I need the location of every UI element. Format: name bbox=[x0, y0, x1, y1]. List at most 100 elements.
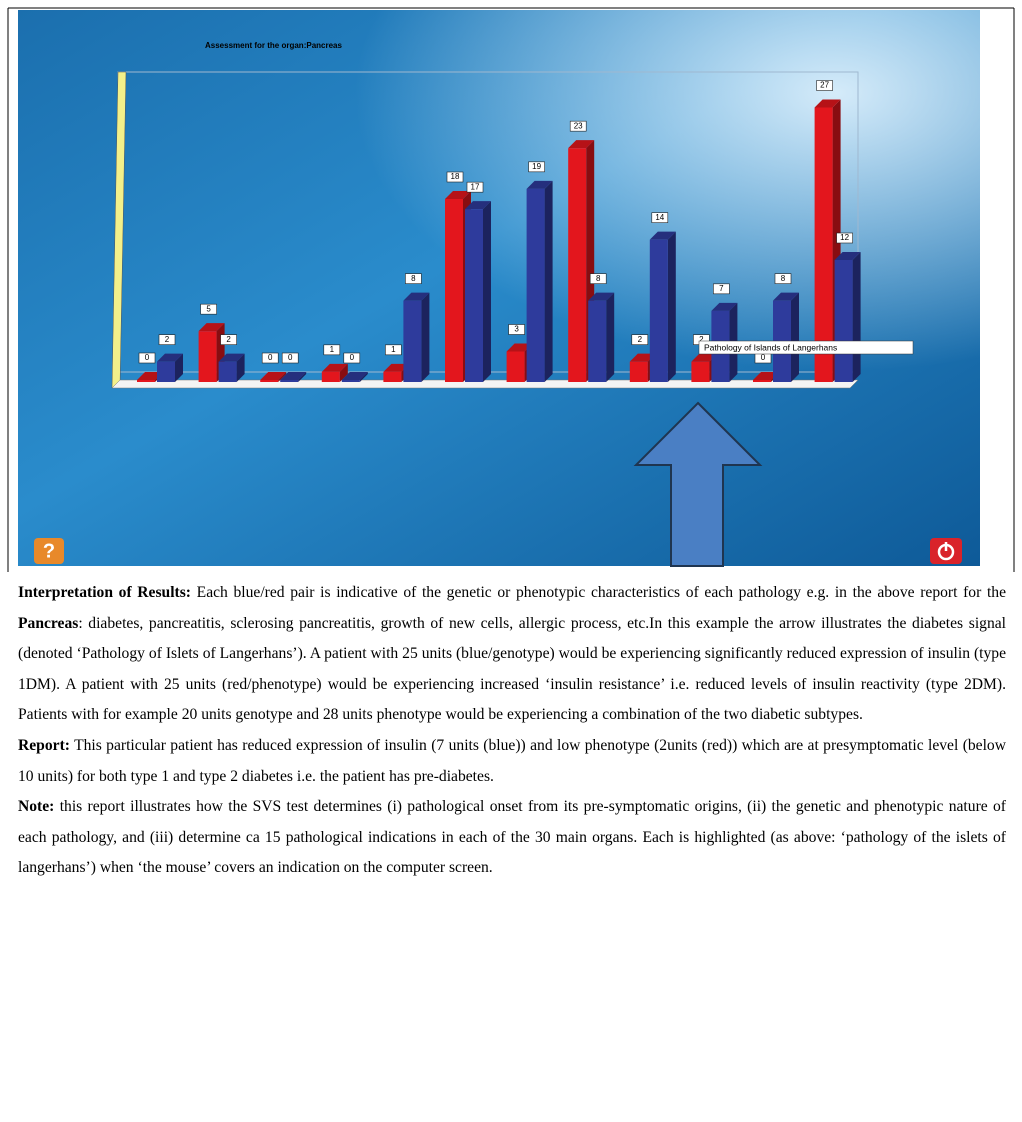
help-button[interactable] bbox=[34, 538, 64, 564]
bar-side bbox=[483, 201, 491, 382]
value-label-box bbox=[281, 352, 299, 364]
bar bbox=[834, 260, 853, 382]
bar bbox=[568, 148, 587, 382]
value-label-box bbox=[405, 273, 422, 284]
bar bbox=[260, 380, 279, 382]
bar bbox=[465, 209, 483, 382]
value-label: 3 bbox=[514, 325, 519, 334]
bar-top bbox=[260, 372, 287, 380]
bar bbox=[383, 371, 402, 382]
bar-side bbox=[544, 180, 553, 382]
label: Report: bbox=[18, 736, 70, 754]
text: : diabetes, pancreatitis, sclerosing pan… bbox=[18, 614, 1006, 724]
value-label: 8 bbox=[781, 274, 786, 283]
text: This particular patient has reduced expr… bbox=[18, 736, 1006, 785]
bar-top bbox=[157, 353, 183, 362]
bar bbox=[506, 351, 525, 382]
value-label-box bbox=[343, 352, 361, 364]
text: Each blue/red pair is indicative of the … bbox=[196, 584, 1006, 601]
value-label: 19 bbox=[532, 162, 541, 171]
bar bbox=[753, 380, 771, 382]
bar-top bbox=[137, 372, 163, 380]
value-label: 2 bbox=[226, 335, 231, 344]
bar bbox=[198, 331, 217, 382]
bar bbox=[814, 107, 833, 382]
help-icon: ? bbox=[43, 540, 55, 562]
value-label: 0 bbox=[145, 353, 150, 362]
paragraph: Interpretation of Results: Each blue/red… bbox=[18, 578, 1006, 731]
value-label: 0 bbox=[350, 353, 355, 362]
value-label: 18 bbox=[451, 172, 460, 181]
value-label-box bbox=[323, 344, 341, 356]
bar-top bbox=[526, 180, 553, 189]
tooltip: Pathology of Islands of Langerhans bbox=[704, 342, 837, 352]
value-label: 12 bbox=[840, 233, 849, 242]
tooltip-box bbox=[698, 340, 914, 355]
value-label: 2 bbox=[165, 335, 170, 344]
bar-top bbox=[711, 302, 738, 311]
bar-side bbox=[278, 372, 287, 382]
value-label-box bbox=[446, 171, 464, 183]
value-label-box bbox=[713, 283, 730, 295]
text: this report illustrates how the SVS test… bbox=[18, 798, 1006, 877]
screenshot: Assessment for the organ:Pancreas 0 2 5 2 0 0… bbox=[7, 7, 1015, 572]
floor bbox=[111, 379, 859, 389]
bar-side bbox=[175, 353, 183, 382]
arrow bbox=[633, 401, 763, 567]
value-label: 0 bbox=[288, 353, 293, 362]
value-label: 0 bbox=[268, 353, 273, 362]
bar-top bbox=[629, 353, 656, 362]
value-label: 2 bbox=[699, 335, 704, 344]
bar bbox=[445, 199, 463, 382]
value-label: 8 bbox=[596, 274, 601, 283]
bar bbox=[157, 361, 175, 382]
value-label-box bbox=[569, 120, 587, 132]
value-label-box bbox=[651, 212, 669, 223]
value-label: 7 bbox=[719, 284, 724, 293]
value-label: 14 bbox=[655, 213, 664, 222]
bar-top bbox=[341, 372, 368, 380]
bar-top bbox=[198, 323, 225, 332]
bar-top bbox=[465, 201, 491, 210]
bar-side bbox=[236, 353, 245, 382]
bold-text: Pancreas bbox=[18, 614, 79, 632]
bar-side bbox=[606, 292, 615, 382]
bar-side bbox=[421, 292, 430, 382]
value-label: 8 bbox=[411, 274, 416, 283]
bar-top bbox=[445, 191, 471, 199]
bar-top bbox=[691, 353, 718, 362]
bar-top bbox=[814, 99, 841, 108]
paragraph: Report: This particular patient has redu… bbox=[18, 731, 1006, 792]
bar-top bbox=[753, 372, 779, 380]
paragraph: Note: this report illustrates how the SV… bbox=[18, 792, 1006, 884]
bar-side bbox=[339, 363, 348, 382]
value-label: 17 bbox=[471, 182, 480, 191]
bar-side bbox=[852, 252, 861, 382]
value-label: 0 bbox=[761, 353, 766, 362]
value-label-box bbox=[200, 303, 217, 315]
value-label-box bbox=[138, 352, 156, 364]
bar bbox=[649, 239, 668, 382]
bar bbox=[280, 380, 299, 382]
value-label-box bbox=[158, 334, 176, 345]
bar bbox=[341, 380, 360, 382]
bar bbox=[526, 188, 545, 382]
bar-top bbox=[773, 292, 799, 301]
bar-side bbox=[359, 372, 368, 382]
bar bbox=[137, 380, 155, 382]
label: Note: bbox=[18, 798, 55, 816]
value-label-box bbox=[261, 352, 279, 364]
value-label: 5 bbox=[206, 304, 211, 313]
bar bbox=[403, 300, 422, 382]
bar-side bbox=[298, 372, 307, 382]
bar bbox=[321, 371, 340, 382]
bar-top bbox=[834, 252, 861, 260]
bar-side bbox=[667, 231, 676, 382]
bar bbox=[629, 361, 648, 382]
value-label-box bbox=[385, 344, 402, 356]
bar-side bbox=[791, 292, 799, 382]
bar-top bbox=[568, 140, 595, 149]
value-label-box bbox=[836, 232, 853, 244]
